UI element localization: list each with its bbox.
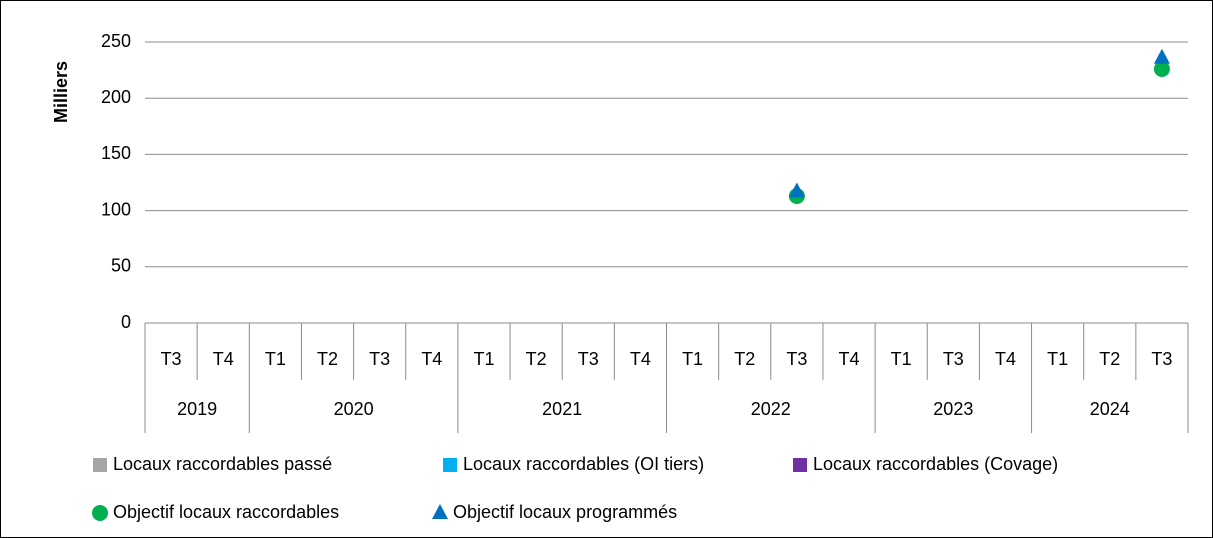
y-tick-label: 0 <box>121 312 131 332</box>
x-tick-label: T3 <box>943 349 964 369</box>
x-tick-label: T3 <box>1151 349 1172 369</box>
point <box>1153 48 1170 64</box>
point <box>788 182 805 198</box>
point <box>1153 60 1170 77</box>
x-tick-label: T4 <box>839 349 860 369</box>
x-group-label: 2022 <box>751 399 791 419</box>
legend-label: Locaux raccordables passé <box>113 454 332 474</box>
y-tick-label: 250 <box>101 31 131 51</box>
x-tick-label: T1 <box>1047 349 1068 369</box>
legend-marker <box>93 458 107 472</box>
x-tick-label: T4 <box>213 349 234 369</box>
x-tick-label: T1 <box>891 349 912 369</box>
y-tick-label: 100 <box>101 199 131 219</box>
legend-marker <box>432 504 448 519</box>
x-tick-label: T2 <box>734 349 755 369</box>
x-group-label: 2021 <box>542 399 582 419</box>
legend-marker <box>793 458 807 472</box>
x-tick-label: T4 <box>995 349 1016 369</box>
x-tick-label: T1 <box>265 349 286 369</box>
x-tick-label: T2 <box>1099 349 1120 369</box>
legend-label: Locaux raccordables (Covage) <box>813 454 1058 474</box>
x-tick-label: T4 <box>630 349 651 369</box>
legend-marker <box>92 505 108 521</box>
y-tick-label: 150 <box>101 143 131 163</box>
y-tick-label: 50 <box>111 256 131 276</box>
y-tick-label: 200 <box>101 87 131 107</box>
x-tick-label: T3 <box>578 349 599 369</box>
x-tick-label: T2 <box>317 349 338 369</box>
x-group-label: 2019 <box>177 399 217 419</box>
x-group-label: 2020 <box>334 399 374 419</box>
x-group-label: 2024 <box>1090 399 1130 419</box>
y-axis-label: Milliers <box>51 61 71 123</box>
x-tick-label: T3 <box>161 349 182 369</box>
x-tick-label: T4 <box>421 349 442 369</box>
x-tick-label: T2 <box>526 349 547 369</box>
x-tick-label: T1 <box>473 349 494 369</box>
x-tick-label: T1 <box>682 349 703 369</box>
x-tick-label: T3 <box>369 349 390 369</box>
legend-label: Objectif locaux programmés <box>453 502 677 522</box>
legend-label: Locaux raccordables (OI tiers) <box>463 454 704 474</box>
legend-label: Objectif locaux raccordables <box>113 502 339 522</box>
legend-marker <box>443 458 457 472</box>
x-tick-label: T3 <box>786 349 807 369</box>
x-group-label: 2023 <box>933 399 973 419</box>
